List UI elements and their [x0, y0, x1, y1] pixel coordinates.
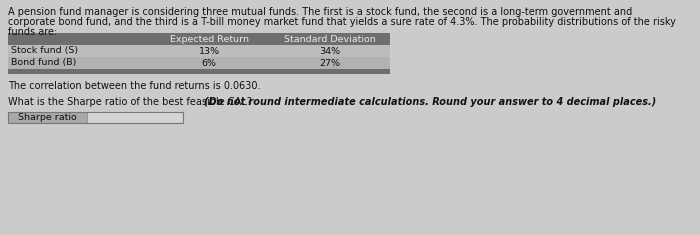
Text: 6%: 6% — [202, 59, 216, 67]
Bar — [8, 57, 390, 69]
Text: 34%: 34% — [319, 47, 341, 55]
Text: Standard Deviation: Standard Deviation — [284, 35, 376, 43]
Text: The correlation between the fund returns is 0.0630.: The correlation between the fund returns… — [8, 81, 260, 91]
Text: 13%: 13% — [198, 47, 220, 55]
Text: funds are:: funds are: — [8, 27, 57, 37]
Text: 27%: 27% — [319, 59, 340, 67]
Text: Expected Return: Expected Return — [169, 35, 248, 43]
Bar — [87, 112, 183, 123]
Text: (Do not round intermediate calculations. Round your answer to 4 decimal places.): (Do not round intermediate calculations.… — [204, 97, 657, 107]
Bar — [8, 69, 390, 74]
Text: Stock fund (S): Stock fund (S) — [11, 47, 78, 55]
Text: Bond fund (B): Bond fund (B) — [11, 59, 76, 67]
Bar — [8, 45, 390, 57]
Text: What is the Sharpe ratio of the best feasible CAL?: What is the Sharpe ratio of the best fea… — [8, 97, 255, 107]
Text: corporate bond fund, and the third is a T-bill money market fund that yields a s: corporate bond fund, and the third is a … — [8, 17, 676, 27]
Bar — [8, 112, 183, 123]
Bar — [8, 33, 390, 45]
Text: A pension fund manager is considering three mutual funds. The first is a stock f: A pension fund manager is considering th… — [8, 7, 632, 17]
Text: Sharpe ratio: Sharpe ratio — [18, 113, 77, 122]
Bar — [8, 112, 87, 123]
